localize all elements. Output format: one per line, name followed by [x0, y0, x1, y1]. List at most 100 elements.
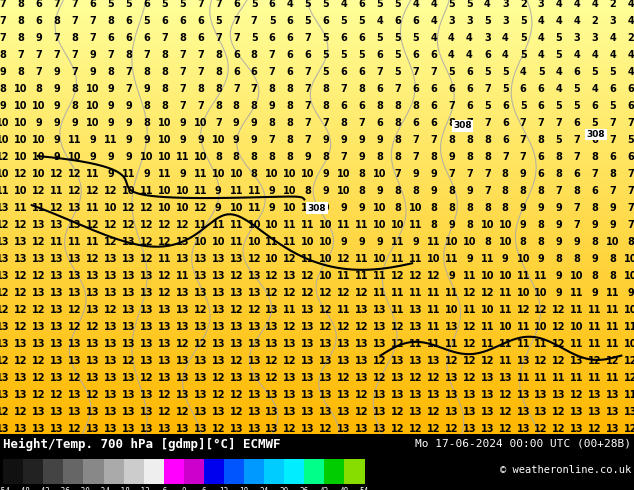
Text: 8: 8	[609, 271, 616, 281]
Text: 13: 13	[15, 339, 28, 349]
Text: 11: 11	[427, 305, 441, 316]
Text: 12: 12	[624, 356, 634, 367]
Text: 12: 12	[50, 170, 64, 179]
Text: 7: 7	[520, 118, 527, 128]
Text: 8: 8	[358, 186, 365, 196]
Text: 12: 12	[50, 391, 64, 400]
Text: 12: 12	[0, 288, 10, 298]
Bar	[63, 459, 84, 484]
Text: 10: 10	[68, 152, 82, 162]
Text: 10: 10	[373, 254, 387, 264]
Text: 12: 12	[283, 254, 297, 264]
Text: 10: 10	[517, 254, 530, 264]
Text: 7: 7	[484, 84, 491, 95]
Text: 8: 8	[0, 84, 6, 95]
Bar	[184, 459, 204, 484]
Text: 13: 13	[50, 322, 64, 332]
Bar	[84, 459, 103, 484]
Text: 13: 13	[463, 391, 476, 400]
Text: 12: 12	[552, 424, 566, 434]
Text: 13: 13	[283, 391, 297, 400]
Text: 6: 6	[430, 101, 437, 111]
Text: 10: 10	[373, 170, 387, 179]
Text: 13: 13	[283, 407, 297, 417]
Text: 7: 7	[89, 33, 96, 43]
Text: 10: 10	[517, 288, 530, 298]
Text: 13: 13	[570, 424, 584, 434]
Text: 12: 12	[588, 424, 602, 434]
Text: 30: 30	[280, 487, 289, 490]
Text: 5: 5	[520, 101, 527, 111]
Text: 9: 9	[448, 220, 455, 230]
Text: 13: 13	[481, 391, 494, 400]
Text: 8: 8	[0, 50, 6, 60]
Text: 12: 12	[283, 288, 297, 298]
Text: 10: 10	[463, 237, 476, 247]
Text: 8: 8	[107, 16, 114, 26]
Text: 13: 13	[68, 391, 82, 400]
Text: 13: 13	[68, 407, 82, 417]
Text: 11: 11	[444, 254, 458, 264]
Text: 6: 6	[592, 186, 598, 196]
Text: 8: 8	[323, 84, 330, 95]
Text: 12: 12	[588, 356, 602, 367]
Text: 6: 6	[574, 118, 580, 128]
Text: 8: 8	[394, 186, 401, 196]
Text: 12: 12	[104, 237, 117, 247]
Text: 7: 7	[251, 84, 257, 95]
Text: 10: 10	[283, 186, 297, 196]
Text: 13: 13	[409, 356, 422, 367]
Text: 36: 36	[300, 487, 309, 490]
Text: 12: 12	[32, 356, 46, 367]
Text: 10: 10	[283, 203, 297, 213]
Text: 9: 9	[358, 237, 365, 247]
Text: 10: 10	[0, 170, 10, 179]
Text: 13: 13	[355, 373, 368, 383]
Text: 7: 7	[215, 118, 222, 128]
Text: 12: 12	[337, 373, 351, 383]
Text: -12: -12	[137, 487, 151, 490]
Text: 5: 5	[340, 16, 347, 26]
Text: 9: 9	[72, 118, 78, 128]
Text: 12: 12	[534, 424, 548, 434]
Text: 13: 13	[212, 305, 225, 316]
Text: 13: 13	[104, 339, 117, 349]
Text: 6: 6	[287, 16, 294, 26]
Text: 11: 11	[230, 186, 243, 196]
Text: 13: 13	[176, 356, 190, 367]
Text: 13: 13	[212, 339, 225, 349]
Text: 6: 6	[412, 50, 419, 60]
Text: 13: 13	[337, 407, 351, 417]
Text: 10: 10	[444, 305, 458, 316]
Text: 13: 13	[301, 322, 315, 332]
Text: 8: 8	[358, 84, 365, 95]
Text: 13: 13	[50, 288, 64, 298]
Text: 10: 10	[15, 118, 28, 128]
Bar	[43, 459, 63, 484]
Text: 2: 2	[628, 33, 634, 43]
Text: 5: 5	[269, 16, 276, 26]
Text: 13: 13	[122, 424, 136, 434]
Text: 13: 13	[104, 391, 117, 400]
Text: 9: 9	[466, 186, 473, 196]
Text: 12: 12	[283, 322, 297, 332]
Text: 13: 13	[391, 391, 404, 400]
Text: 7: 7	[358, 118, 365, 128]
Text: 10: 10	[534, 322, 548, 332]
Text: 8: 8	[502, 170, 508, 179]
Text: 10: 10	[32, 170, 46, 179]
Text: 13: 13	[247, 356, 261, 367]
Text: 2: 2	[609, 0, 616, 9]
Text: 9: 9	[89, 50, 96, 60]
Text: 0: 0	[181, 487, 186, 490]
Text: 9: 9	[358, 135, 365, 146]
Bar	[284, 459, 304, 484]
Text: 10: 10	[15, 101, 28, 111]
Text: 8: 8	[251, 50, 257, 60]
Text: 7: 7	[36, 50, 42, 60]
Text: 13: 13	[337, 356, 351, 367]
Text: 12: 12	[193, 305, 207, 316]
Text: 13: 13	[498, 373, 512, 383]
Text: 8: 8	[72, 84, 79, 95]
Text: 13: 13	[212, 288, 225, 298]
